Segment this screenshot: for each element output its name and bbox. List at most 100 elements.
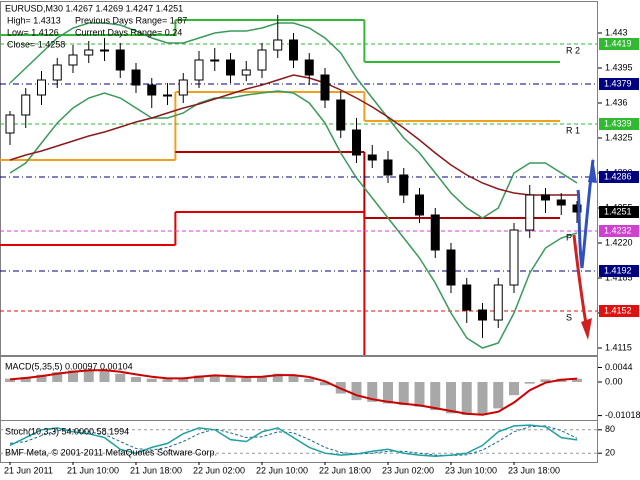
price-box-label: 1.4251	[604, 206, 632, 216]
y-tick-label: 1.4115	[605, 342, 632, 352]
candle-body	[415, 194, 424, 216]
macd-bar	[146, 378, 157, 382]
candle-body	[115, 49, 125, 71]
candle-body	[304, 59, 314, 76]
candle-body	[5, 114, 15, 134]
price-box	[599, 78, 639, 90]
price-box-label: 1.4232	[604, 225, 632, 235]
info-text: Low= 1.4126	[7, 27, 59, 37]
x-tick-label: 21 Jun 10:00	[67, 465, 119, 475]
price-box-label: 1.4419	[604, 38, 632, 48]
candle-body	[289, 39, 298, 61]
price-box	[599, 118, 639, 130]
y-tick-label: 1.4395	[605, 62, 633, 72]
macd-bar	[272, 373, 283, 382]
price-box-label: 1.4192	[604, 265, 632, 275]
chart-title: EURUSD,M30 1.4267 1.4269 1.4247 1.4251	[5, 3, 183, 13]
candle-body	[525, 194, 535, 231]
info-text: Current Days Range= 0.24	[75, 27, 182, 37]
candle-body	[493, 284, 503, 321]
indicator-line	[9, 74, 577, 196]
macd-bar	[36, 374, 47, 382]
y-tick-label: 1.4220	[605, 237, 633, 247]
x-tick-label: 22 Jun 02:00	[193, 465, 245, 475]
stoch-title: Stoch(10,3,3) 54.0000 58.1994	[5, 426, 129, 436]
macd-bar	[367, 381, 378, 402]
macd-bar	[68, 370, 78, 382]
y-tick-label: 1.4185	[605, 272, 633, 282]
macd-bar	[5, 378, 15, 382]
macd-bar	[257, 376, 267, 382]
level-tag: P	[566, 232, 572, 242]
macd-bar	[509, 381, 519, 396]
macd-bar	[241, 378, 252, 382]
x-tick-label: 23 Jun 18:00	[508, 465, 560, 475]
y-tick-label: 0.0044	[605, 362, 633, 372]
candle-body	[241, 69, 251, 76]
level-tag: R 1	[566, 125, 580, 135]
price-box	[599, 171, 639, 183]
candle-body	[273, 39, 283, 51]
candle-body	[131, 69, 141, 86]
candle-body	[320, 74, 330, 101]
plot-layer: R 2R 1PS1.4431.43951.4361.43251.42901.42…	[0, 15, 640, 475]
candle-body	[478, 309, 487, 321]
y-tick-label: 1.4325	[605, 132, 633, 142]
y-tick-label: -0.01018	[605, 410, 640, 420]
macd-bar	[225, 377, 236, 382]
panel-plot	[0, 15, 598, 355]
y-tick-label: 80	[605, 424, 615, 434]
candle-body	[163, 94, 172, 97]
macd-bar	[162, 379, 173, 382]
candle-body	[352, 129, 361, 156]
y-tick-label: 20	[605, 448, 615, 458]
candle-body	[21, 94, 31, 116]
price-box-label: 1.4339	[604, 118, 632, 128]
macd-bar	[288, 375, 299, 382]
candle-body	[226, 59, 235, 76]
x-tick-label: 22 Jun 18:00	[319, 465, 371, 475]
price-box	[599, 38, 639, 50]
macd-bar	[20, 377, 31, 382]
footer: BMF Meta, © 2001-2011 MetaQuotes Softwar…	[5, 447, 217, 457]
info-text: High= 1.4313	[7, 15, 61, 25]
x-tick-label: 21 Jun 18:00	[130, 465, 182, 475]
candle-body	[210, 59, 220, 62]
macd-bar	[131, 377, 141, 382]
candle-body	[84, 49, 94, 56]
macd-bar	[398, 381, 409, 406]
candle-body	[430, 214, 440, 251]
forecast-arrows	[572, 158, 597, 340]
candle-body	[336, 99, 346, 131]
macd-title: MACD(5,35,5) 0.00097 0.00104	[5, 361, 133, 371]
macd-bar	[320, 381, 330, 386]
macd-signal	[9, 369, 578, 416]
macd-bar	[351, 381, 362, 401]
candle-body	[100, 49, 109, 52]
candle-body	[399, 174, 409, 196]
macd-bar	[493, 381, 504, 409]
macd-bar	[99, 370, 110, 382]
candle-body	[68, 54, 78, 66]
stoch-panel	[0, 420, 598, 463]
candle-body	[367, 154, 377, 161]
macd-bar	[540, 379, 551, 382]
candle-body	[462, 284, 472, 311]
level-tag: R 2	[566, 45, 580, 55]
stoch-main	[9, 424, 578, 458]
candle-body	[194, 59, 204, 81]
macd-bar	[383, 381, 393, 404]
price-panel	[0, 1, 598, 356]
candle-body	[509, 229, 519, 286]
y-tick-label: 1.443	[605, 27, 628, 37]
price-box-label: 1.4286	[604, 171, 632, 181]
candle-body	[541, 194, 550, 201]
blue-arrow	[576, 159, 595, 269]
x-tick-label: 22 Jun 10:00	[256, 465, 308, 475]
macd-bar	[178, 378, 189, 382]
candle-body	[446, 249, 456, 286]
candle-body	[257, 49, 267, 71]
macd-bar	[83, 369, 94, 382]
macd-bar	[414, 381, 425, 407]
